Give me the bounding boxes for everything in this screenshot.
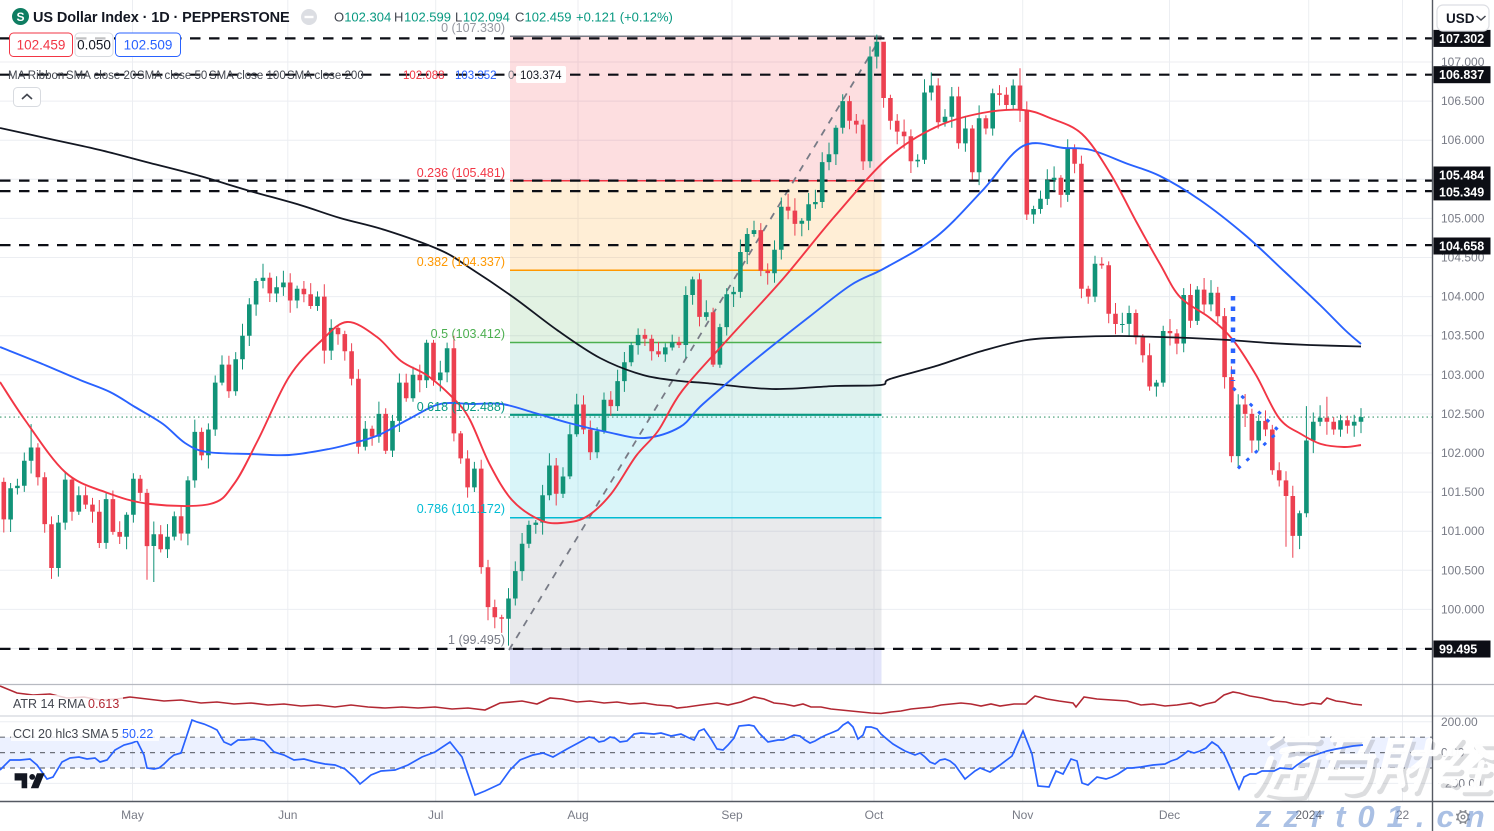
svg-text:0.236 (105.481): 0.236 (105.481) xyxy=(417,166,505,180)
svg-text:O: O xyxy=(334,10,344,25)
svg-text:0.618 (102.488): 0.618 (102.488) xyxy=(417,400,505,414)
svg-text:103.374: 103.374 xyxy=(520,70,562,82)
svg-text:US Dollar Index · 1D · PEPPERS: US Dollar Index · 1D · PEPPERSTONE xyxy=(33,10,290,26)
svg-text:105.000: 105.000 xyxy=(1441,211,1485,225)
svg-text:MA Ribbon: MA Ribbon xyxy=(8,70,64,82)
svg-text:SMA close 20: SMA close 20 xyxy=(66,70,136,82)
svg-text:104.658: 104.658 xyxy=(1439,240,1484,254)
svg-text:0.050: 0.050 xyxy=(77,38,111,53)
svg-text:107.000: 107.000 xyxy=(1441,55,1485,69)
svg-text:22: 22 xyxy=(1396,808,1410,822)
svg-text:99.495: 99.495 xyxy=(1439,643,1477,657)
svg-text:Oct: Oct xyxy=(865,808,884,822)
svg-text:102.000: 102.000 xyxy=(1441,446,1485,460)
svg-text:106.000: 106.000 xyxy=(1441,133,1485,147)
svg-text:CCI 20 hlc3 SMA 5: CCI 20 hlc3 SMA 5 xyxy=(13,727,119,741)
svg-text:102.509: 102.509 xyxy=(124,38,173,53)
svg-text:100.500: 100.500 xyxy=(1441,563,1485,577)
svg-text:105.349: 105.349 xyxy=(1439,185,1484,199)
svg-text:50.22: 50.22 xyxy=(122,727,153,741)
svg-text:102.304: 102.304 xyxy=(344,10,391,25)
svg-text:S: S xyxy=(16,10,24,24)
svg-text:107.302: 107.302 xyxy=(1439,32,1484,46)
svg-text:Jun: Jun xyxy=(278,808,297,822)
svg-text:USD: USD xyxy=(1446,11,1475,26)
svg-text:Aug: Aug xyxy=(567,808,588,822)
svg-text:0.786 (101.172): 0.786 (101.172) xyxy=(417,502,505,516)
svg-text:101.000: 101.000 xyxy=(1441,524,1485,538)
svg-text:101.500: 101.500 xyxy=(1441,485,1485,499)
svg-text:103.500: 103.500 xyxy=(1441,329,1485,343)
svg-text:100.000: 100.000 xyxy=(1441,602,1485,616)
svg-text:zzrt01.cn: zzrt01.cn xyxy=(1255,799,1494,831)
svg-text:106.500: 106.500 xyxy=(1441,94,1485,108)
svg-text:SMA close 50: SMA close 50 xyxy=(137,70,207,82)
svg-text:2024: 2024 xyxy=(1295,808,1322,822)
svg-text:102.088: 102.088 xyxy=(403,70,445,82)
svg-text:200.00: 200.00 xyxy=(1441,715,1478,729)
svg-text:May: May xyxy=(121,808,144,822)
svg-text:Sep: Sep xyxy=(721,808,743,822)
svg-text:0 (107.330): 0 (107.330) xyxy=(441,21,505,35)
svg-text:Nov: Nov xyxy=(1012,808,1033,822)
svg-text:Dec: Dec xyxy=(1159,808,1180,822)
svg-text:0.5 (103.412): 0.5 (103.412) xyxy=(431,327,505,341)
svg-text:103.000: 103.000 xyxy=(1441,368,1485,382)
svg-text:103.352: 103.352 xyxy=(455,70,497,82)
svg-text:0.613: 0.613 xyxy=(88,697,119,711)
svg-text:1 (99.495): 1 (99.495) xyxy=(448,633,505,647)
svg-text:H: H xyxy=(394,10,403,25)
svg-text:L: L xyxy=(455,10,462,25)
svg-text:+0.121 (+0.12%): +0.121 (+0.12%) xyxy=(576,10,673,25)
svg-text:0: 0 xyxy=(508,70,514,82)
svg-text:102.459: 102.459 xyxy=(525,10,572,25)
svg-text:105.484: 105.484 xyxy=(1439,169,1484,183)
svg-text:102.599: 102.599 xyxy=(404,10,451,25)
svg-text:C: C xyxy=(515,10,524,25)
svg-text:0.382 (104.337): 0.382 (104.337) xyxy=(417,255,505,269)
svg-text:102.500: 102.500 xyxy=(1441,407,1485,421)
svg-text:SMA close 100: SMA close 100 xyxy=(209,70,286,82)
svg-text:102.459: 102.459 xyxy=(17,38,66,53)
svg-text:106.837: 106.837 xyxy=(1439,68,1484,82)
svg-text:ATR 14 RMA: ATR 14 RMA xyxy=(13,697,86,711)
svg-text:Jul: Jul xyxy=(428,808,443,822)
svg-text:104.000: 104.000 xyxy=(1441,290,1485,304)
svg-text:102.094: 102.094 xyxy=(463,10,510,25)
svg-text:SMA close 200: SMA close 200 xyxy=(287,70,364,82)
